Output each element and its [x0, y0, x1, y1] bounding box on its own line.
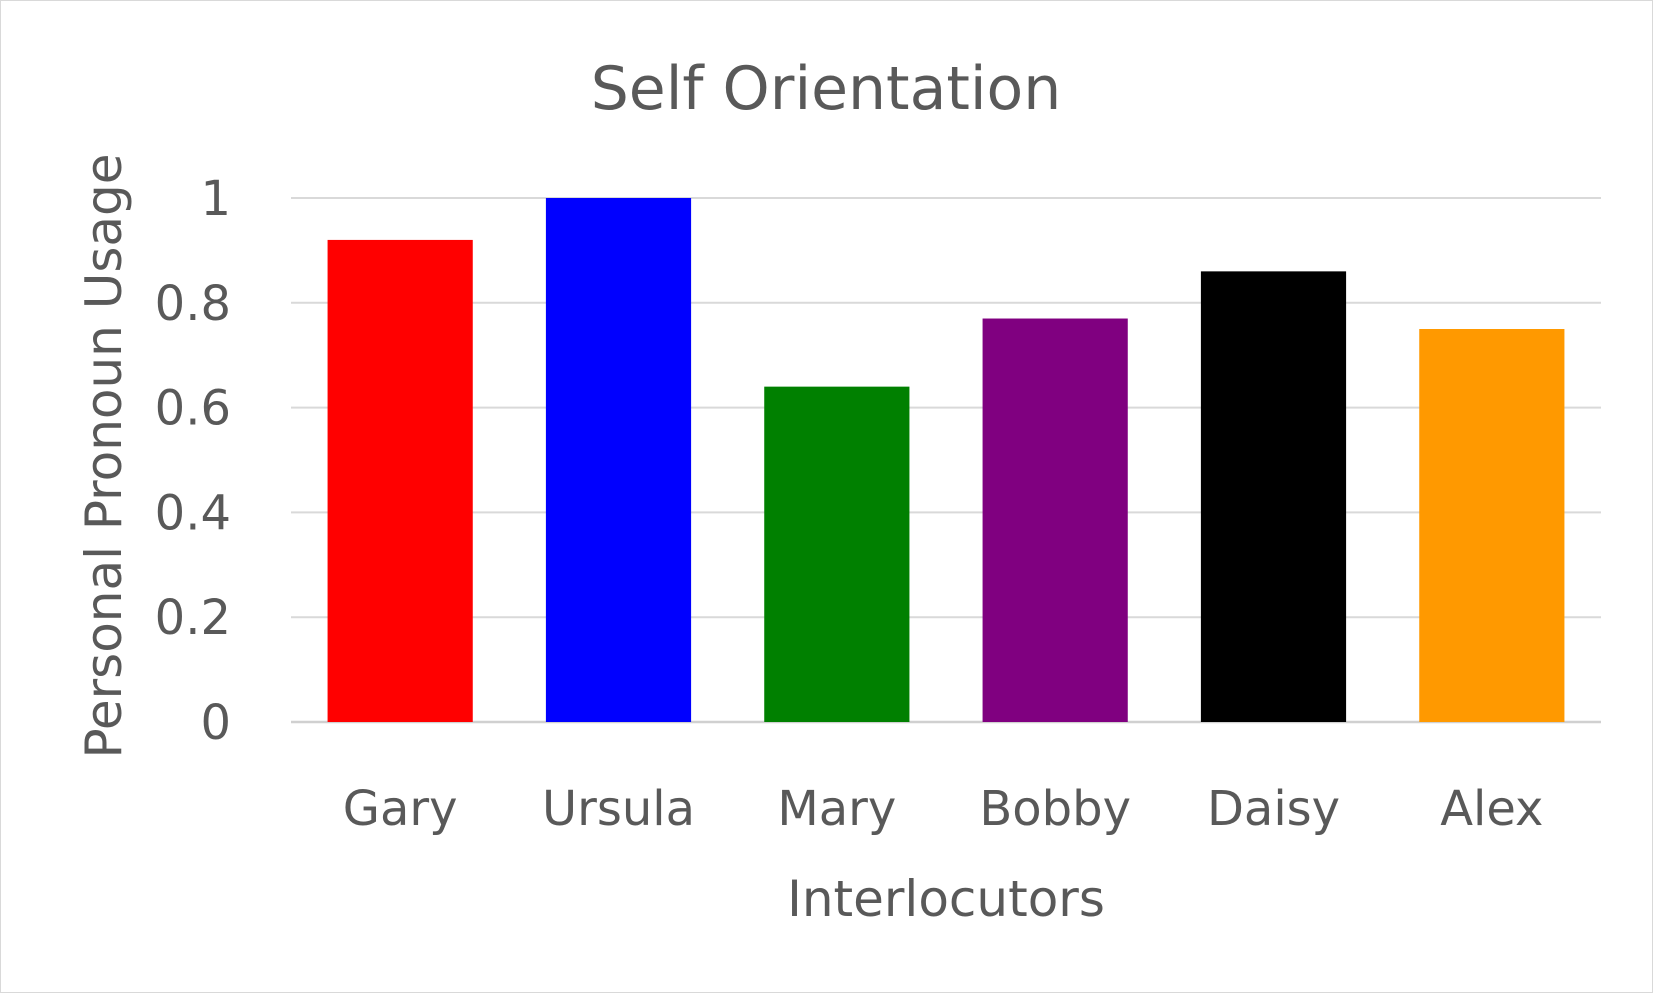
bar-bobby	[982, 318, 1128, 722]
x-tick-label: Bobby	[979, 781, 1131, 837]
x-tick-label: Mary	[777, 781, 896, 837]
y-tick-label: 0.8	[155, 276, 231, 332]
chart-title: Self Orientation	[591, 54, 1062, 124]
bar-daisy	[1200, 271, 1347, 722]
y-tick-label: 0.6	[155, 381, 231, 437]
bar-ursula	[545, 198, 692, 722]
x-tick-label: Alex	[1440, 781, 1543, 837]
y-tick-label: 0.2	[155, 590, 231, 646]
y-tick-label: 0	[200, 695, 231, 751]
bars	[327, 198, 1565, 723]
bar-alex	[1419, 329, 1565, 722]
y-tick-label: 1	[200, 171, 231, 227]
gridlines	[291, 197, 1601, 724]
x-tick-label: Daisy	[1207, 781, 1340, 837]
bar-gary	[327, 239, 473, 723]
bar-mary	[764, 386, 910, 722]
x-tick-label: Gary	[343, 781, 458, 837]
x-axis-label: Interlocutors	[787, 870, 1105, 928]
y-axis-ticks: 0 0.2 0.4 0.6 0.8 1	[155, 171, 231, 751]
x-tick-label: Ursula	[542, 781, 695, 837]
y-tick-label: 0.4	[155, 485, 231, 541]
x-axis-ticks: Gary Ursula Mary Bobby Daisy Alex	[343, 781, 1544, 837]
y-axis-label: Personal Pronoun Usage	[75, 153, 133, 758]
